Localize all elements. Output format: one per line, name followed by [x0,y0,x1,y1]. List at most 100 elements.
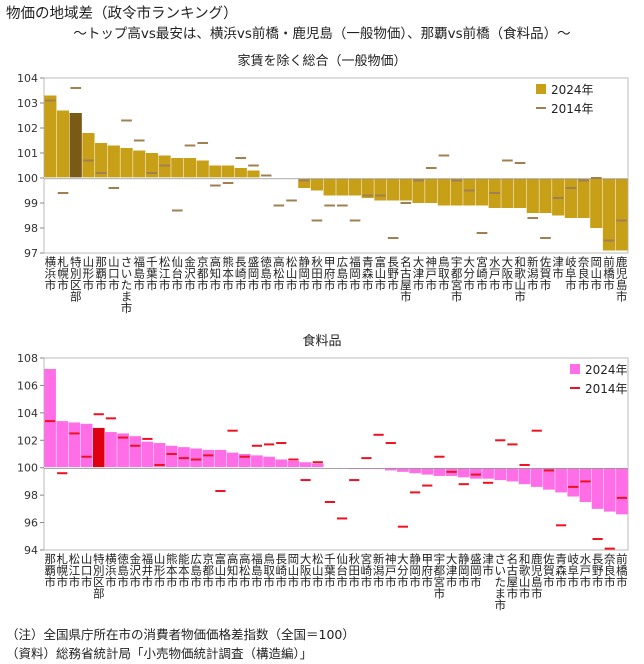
category-label: 徳島市 [260,255,272,292]
bar [603,467,616,512]
category-label: 鹿児島市 [616,255,628,304]
category-label: 宮崎市 [361,552,373,589]
y-tick-label: 100 [17,462,38,475]
bar [209,165,222,178]
category-label: 鳥取市 [438,255,450,292]
bar [105,432,117,468]
chart1-title: 家賃を除く総合（一般物価） [237,54,407,69]
category-label: 富山市 [215,552,227,589]
bar [251,455,263,468]
bar [69,113,82,178]
bar [577,178,590,218]
bar [80,423,93,468]
y-tick-label: 102 [17,122,38,135]
category-label: 長野市 [592,552,604,589]
category-label: 大阪市 [300,552,312,589]
bar [120,148,133,178]
legend-label-2014: 2014年 [551,102,594,116]
bar [616,467,628,515]
category-label: 仙台市 [336,552,348,589]
category-label: 徳島市 [117,552,129,589]
category-label: さいたま市 [121,255,133,315]
bar [602,178,616,251]
category-label: 福島市 [133,255,145,292]
category-label: 横浜市 [105,552,117,589]
category-label: 青森市 [362,255,374,292]
category-label: 宇都宮市 [451,255,463,304]
bar [567,467,580,497]
category-label: 高松市 [273,255,285,292]
bar [145,153,159,178]
category-label: 神戸市 [385,552,397,589]
category-label: 甲府市 [422,552,434,589]
bar [107,145,120,178]
category-label: 名古屋市 [507,552,519,601]
bar [518,467,531,485]
category-label: 大分市 [397,552,409,589]
bar [56,421,69,468]
category-label: 津市 [482,552,494,578]
bar [44,95,57,178]
category-label: 名古屋市 [400,255,412,304]
bar [310,178,324,191]
category-label: さいたま市 [495,552,507,612]
category-label: 宇都宮市 [434,552,446,601]
category-label: 甲府市 [324,255,336,292]
bar [494,467,507,481]
bar [44,368,56,468]
legend-label-2014: 2014年 [585,382,628,396]
page-title: 物価の地域差（政令市ランキング） [6,6,238,22]
category-label: 札幌市 [57,552,69,589]
bar [56,110,70,178]
bar [470,467,482,479]
category-label: 大津市 [413,255,425,292]
category-label: 京都市 [197,255,209,292]
category-label: 静岡市 [458,552,470,589]
category-label: 那覇市 [44,552,56,589]
category-label: 山口市 [108,255,120,292]
category-label: 大阪市 [502,255,514,292]
category-label: 奈良市 [578,255,590,292]
legend-label-2024: 2024年 [585,363,628,377]
bar [129,436,142,468]
category-label: 秋田市 [311,255,323,292]
category-label: 大津市 [446,552,458,589]
category-label: 前橋市 [603,255,615,292]
bar [190,448,202,468]
bar [348,178,362,196]
bar [482,467,494,479]
bar [615,178,628,251]
category-label: 佐賀市 [540,255,552,292]
page-subtitle: ～トップ高vs最安は、横浜vs前橋・鹿児島（一般物価）、那覇vs前橋（食料品）～ [73,26,571,42]
bar [202,449,215,468]
category-label: 水戸市 [580,552,592,589]
bar [526,178,539,213]
bar [238,454,251,468]
bar [463,178,476,206]
category-label: 津市 [552,255,564,281]
bar [196,160,209,178]
category-label: 大分市 [464,255,476,292]
bar [399,178,412,201]
bar [412,178,425,203]
category-label: 広島市 [337,255,349,292]
bar [299,462,312,468]
bar [298,178,311,188]
bar [68,422,81,468]
bar [95,143,108,178]
bar [133,150,146,178]
bar [287,460,300,468]
y-tick-label: 94 [24,544,38,557]
legend-swatch-bar [570,364,580,374]
legend-label-2024: 2024年 [551,83,594,97]
bar [214,449,227,468]
category-label: 長崎市 [235,255,247,292]
bar [552,178,565,216]
category-label: 青森市 [555,552,567,589]
y-tick-label: 96 [24,517,38,530]
bar [506,467,519,482]
category-label: 静岡市 [299,255,311,292]
category-label: 松江市 [159,255,171,292]
category-label: 盛岡市 [248,255,260,292]
bar [513,178,527,208]
